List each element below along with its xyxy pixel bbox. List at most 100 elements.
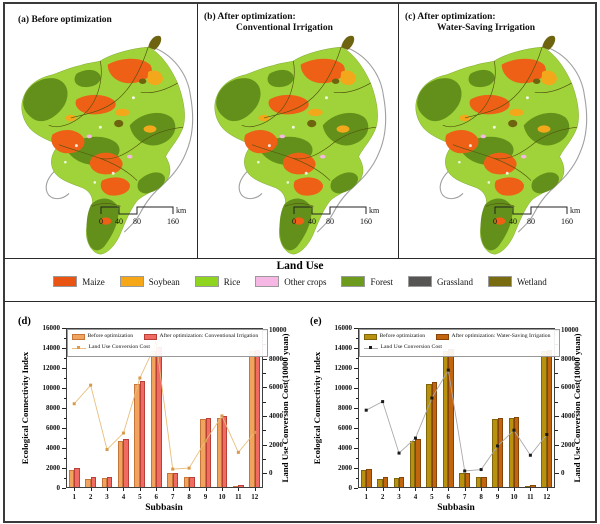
x-axis-tick: [481, 488, 483, 491]
left-axis-tick: [62, 448, 66, 449]
x-axis-tick-label: 1: [72, 493, 76, 501]
x-axis-tick-label: 2: [380, 493, 385, 501]
grassland-swatch: [407, 276, 432, 287]
x-axis-tick-label: 5: [138, 493, 142, 501]
left-axis-tick: [62, 388, 66, 389]
left-axis-minor-tick: [63, 378, 66, 379]
x-axis-tick: [172, 488, 174, 491]
map-a-title: (a) Before optimization: [18, 15, 112, 26]
line-marker-subbasin-9: [496, 444, 500, 448]
x-axis-tick-label: 11: [527, 493, 534, 501]
x-axis-tick: [366, 488, 368, 491]
bar-before-subbasin-3: [393, 477, 400, 487]
scalebar-tick-80: 80: [527, 217, 535, 226]
left-axis-tick-label: 14000: [334, 344, 353, 352]
bar-before-subbasin-1: [68, 470, 75, 487]
chart-legend: Before optimization After optimization: C…: [66, 328, 268, 357]
grassland-label: Grassland: [436, 276, 473, 287]
right-axis-tick-label: 10000: [269, 326, 287, 335]
right-axis-tick: [263, 387, 267, 389]
x-axis-tick: [399, 488, 401, 491]
map-panel-a: (a) Before optimization 0 40 80 160 km: [5, 4, 198, 257]
right-axis-tick: [555, 415, 559, 417]
line-marker-subbasin-2: [381, 400, 385, 404]
bar-before-subbasin-10: [508, 418, 514, 487]
wetland-label: Wetland: [516, 276, 547, 287]
map-c-label: (c): [405, 12, 416, 22]
left-axis-tick-label: 4000: [338, 444, 352, 452]
left-axis-tick-label: 6000: [46, 424, 60, 432]
right-axis-minor-tick: [263, 430, 266, 432]
map-c-title-line2: Water-Saving Irrigation: [437, 23, 536, 33]
soybean-label: Soybean: [148, 276, 180, 287]
scalebar-unit: km: [369, 206, 380, 215]
legend-label-before: Before optimization: [87, 333, 134, 339]
legend-strip-bottom-line: [4, 301, 596, 302]
x-axis-tick: [464, 488, 466, 491]
legend-line-marker-icon: [369, 346, 372, 349]
left-axis-tick: [354, 348, 358, 349]
right-axis-minor-tick: [555, 372, 558, 374]
soybean-swatch: [119, 276, 144, 287]
map-b-title-line1: After optimization:: [217, 12, 296, 22]
chart-d: (d) Ecological Connectivity Index Land U…: [8, 306, 300, 520]
bar-after-subbasin-5: [431, 381, 438, 487]
right-axis-tick: [555, 358, 559, 360]
left-axis-tick: [62, 488, 66, 489]
right-axis-minor-tick: [263, 401, 266, 403]
x-axis-tick-label: 9: [495, 493, 500, 501]
left-axis-tick-label: 4000: [46, 444, 60, 452]
line-marker-subbasin-1: [364, 408, 368, 412]
right-axis-tick-label: 2000: [561, 440, 575, 449]
x-axis-tick: [74, 488, 76, 491]
legend-item-soybean: Soybean: [119, 276, 180, 287]
legend-swatch-after: [435, 333, 449, 340]
legend-label-after: After optimization: Conventional Irrigat…: [159, 333, 259, 339]
map-panel-c: (c) After optimization: Water-Saving Irr…: [399, 4, 592, 257]
landuse-legend-row: Maize Soybean Rice Other crops Forest Gr…: [0, 276, 600, 287]
x-axis-tick-label: 10: [218, 493, 226, 501]
line-marker-subbasin-5: [430, 396, 434, 400]
x-axis-tick: [205, 488, 207, 491]
right-axis-minor-tick: [263, 372, 266, 374]
scalebar-a: 0 40 80 160 km: [97, 204, 197, 232]
left-axis-tick: [62, 468, 66, 469]
left-axis-minor-tick: [355, 338, 358, 339]
map-c-title-line1: After optimization:: [417, 12, 496, 22]
left-axis-minor-tick: [355, 358, 358, 359]
legend-swatch-before: [363, 333, 377, 340]
scalebar-tick-80: 80: [133, 217, 141, 226]
line-marker-subbasin-2: [89, 383, 93, 387]
bar-after-subbasin-3: [107, 477, 113, 487]
bar-after-subbasin-8: [481, 476, 487, 487]
bar-after-subbasin-1: [366, 468, 372, 487]
line-marker-subbasin-5: [138, 376, 142, 380]
line-marker-subbasin-12: [253, 430, 257, 434]
left-axis-tick: [62, 368, 66, 369]
x-axis-tick-label: 3: [105, 493, 109, 501]
chart-d-panel-label: (d): [18, 316, 31, 327]
right-axis-tick-label: 8000: [269, 354, 283, 363]
panel-divider-ab: [197, 4, 198, 258]
right-axis-tick: [263, 358, 267, 360]
chart-e-xaxis-title: Subbasin: [437, 503, 475, 513]
right-axis-tick: [263, 415, 267, 417]
left-axis-minor-tick: [63, 418, 66, 419]
bar-before-subbasin-8: [183, 476, 190, 487]
line-marker-subbasin-7: [463, 469, 467, 473]
bar-after-subbasin-9: [497, 418, 503, 487]
chart-d-left-axis-title: Ecological Connectivity Index: [20, 351, 30, 465]
bar-before-subbasin-5: [426, 383, 432, 487]
chart-d-xaxis-title: Subbasin: [145, 503, 183, 513]
right-axis-tick-label: 6000: [561, 383, 575, 392]
scalebar-tick-40: 40: [308, 217, 316, 226]
map-b-title: (b) After optimization: Conventional Irr…: [204, 12, 333, 34]
panel-divider-bc: [398, 4, 399, 258]
bar-after-subbasin-2: [382, 477, 389, 487]
x-axis-tick: [382, 488, 384, 491]
map-b-title-line2: Conventional Irrigation: [236, 23, 333, 33]
x-axis-tick: [238, 488, 240, 491]
line-marker-subbasin-12: [545, 432, 549, 436]
bar-after-subbasin-10: [221, 415, 228, 487]
x-axis-tick-label: 10: [510, 493, 518, 501]
